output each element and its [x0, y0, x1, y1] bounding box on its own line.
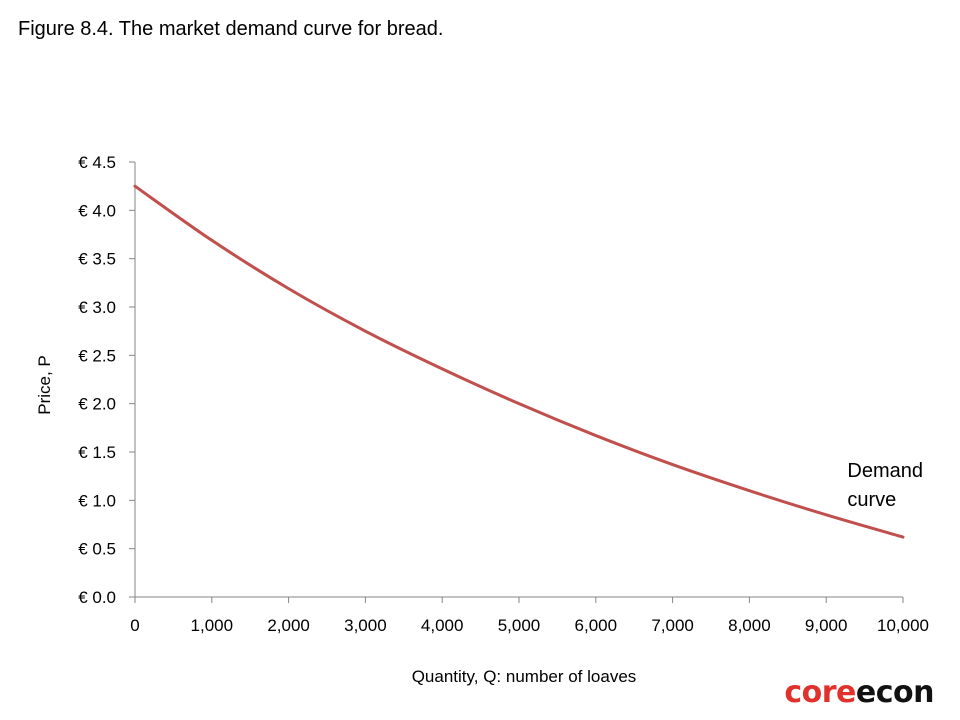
y-tick-label: € 0.5	[78, 540, 116, 559]
x-tick-label: 1,000	[191, 616, 234, 635]
x-tick-label: 5,000	[498, 616, 541, 635]
x-tick-label: 2,000	[267, 616, 310, 635]
demand-curve-line	[133, 184, 905, 539]
annotation-line: curve	[847, 489, 896, 511]
series-group	[133, 184, 905, 539]
x-tick-label: 3,000	[344, 616, 387, 635]
y-tick-label: € 4.0	[78, 201, 116, 220]
y-tick-label: € 3.5	[78, 250, 116, 269]
x-tick-label: 9,000	[805, 616, 848, 635]
annotation-line: Demand	[847, 460, 923, 482]
demand-curve-annotation: Demand curve	[847, 460, 923, 511]
x-axis-label: Quantity, Q: number of loaves	[412, 667, 637, 686]
x-axis: 0 1,000 2,000 3,000 4,000 5,000 6,000 7,000 8,00…	[130, 596, 929, 635]
x-tick-label: 7,000	[651, 616, 694, 635]
coreecon-logo: coreecon	[784, 675, 934, 710]
x-tick-label: 10,000	[877, 616, 929, 635]
annotation-group: Demand curve	[847, 460, 923, 511]
x-tick-label: 6,000	[575, 616, 618, 635]
y-tick-label: € 1.0	[78, 491, 116, 510]
y-tick-label: € 1.5	[78, 443, 116, 462]
y-tick-label: € 2.5	[78, 346, 116, 365]
y-tick-label: € 3.0	[78, 298, 116, 317]
y-axis-label: Price, P	[35, 355, 54, 415]
y-tick-label: € 4.5	[78, 153, 116, 172]
x-tick-label: 8,000	[728, 616, 771, 635]
x-tick-label: 0	[130, 616, 139, 635]
y-tick-label: € 0.0	[78, 588, 116, 607]
figure-title: Figure 8.4. The market demand curve for …	[18, 18, 444, 40]
y-tick-label: € 2.0	[78, 395, 116, 414]
x-tick-label: 4,000	[421, 616, 464, 635]
y-axis: € 0.0 € 0.5 € 1.0 € 1.5 € 2.0 € 2.5 € 3.0 € 3.5…	[78, 153, 136, 607]
